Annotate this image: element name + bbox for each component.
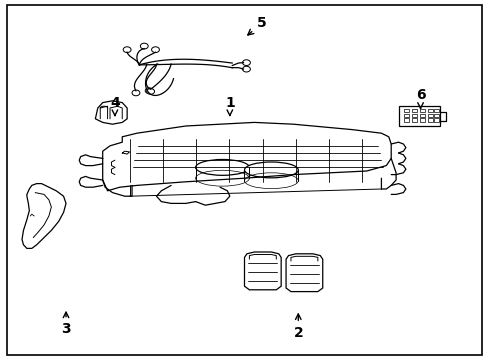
Bar [427, 114, 432, 117]
Text: 1: 1 [224, 96, 234, 116]
Bar [419, 109, 424, 112]
Circle shape [151, 47, 159, 53]
Bar [404, 114, 408, 117]
Bar [433, 118, 438, 122]
Text: 5: 5 [247, 17, 266, 35]
Bar [433, 109, 438, 112]
Text: 3: 3 [61, 312, 71, 336]
Text: 6: 6 [415, 89, 425, 108]
Text: 2: 2 [293, 314, 303, 340]
Bar [404, 118, 408, 122]
Bar [427, 118, 432, 122]
Polygon shape [95, 101, 127, 124]
Circle shape [123, 47, 131, 53]
Circle shape [242, 60, 250, 66]
Bar [411, 118, 416, 122]
Text: 4: 4 [110, 96, 120, 116]
Bar [433, 114, 438, 117]
Bar [404, 109, 408, 112]
Circle shape [146, 89, 154, 94]
Bar [411, 114, 416, 117]
Polygon shape [22, 184, 66, 248]
Bar [427, 109, 432, 112]
Circle shape [145, 88, 153, 94]
Bar [411, 109, 416, 112]
Ellipse shape [244, 162, 298, 178]
Circle shape [132, 90, 140, 96]
Circle shape [242, 66, 250, 72]
Bar [419, 114, 424, 117]
Circle shape [140, 43, 148, 49]
Bar [419, 118, 424, 122]
Polygon shape [244, 252, 281, 290]
Ellipse shape [195, 159, 249, 175]
Polygon shape [285, 254, 322, 292]
Polygon shape [398, 106, 439, 126]
